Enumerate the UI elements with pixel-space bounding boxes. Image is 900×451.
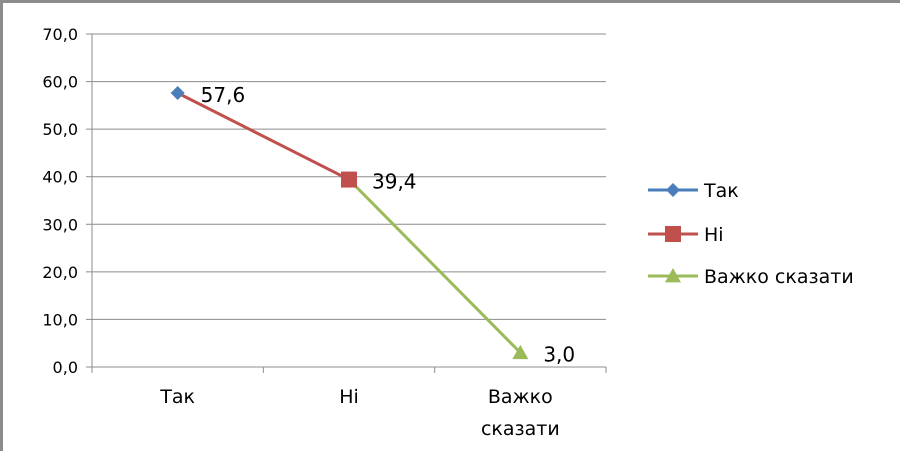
legend-marker xyxy=(665,268,681,283)
legend-marker xyxy=(666,183,680,197)
line-segment xyxy=(176,91,351,182)
x-category-label: Так xyxy=(159,386,195,408)
y-tick-label: 60,0 xyxy=(42,73,78,92)
left-border xyxy=(0,0,3,451)
data-point-marker xyxy=(512,344,529,360)
y-tick-label: 30,0 xyxy=(42,215,78,234)
legend-label: Ні xyxy=(704,224,724,246)
y-tick-label: 0,0 xyxy=(53,358,78,377)
legend-label: Важко сказати xyxy=(704,266,854,288)
data-label: 3,0 xyxy=(543,343,575,367)
legend-marker xyxy=(665,226,681,242)
y-tick-label: 70,0 xyxy=(42,25,78,44)
x-category-label: сказати xyxy=(481,418,560,440)
top-border xyxy=(0,0,900,3)
y-tick-label: 50,0 xyxy=(42,120,78,139)
line-segment xyxy=(347,178,522,355)
y-tick-label: 10,0 xyxy=(42,310,78,329)
data-point-marker xyxy=(341,171,357,188)
y-tick-label: 40,0 xyxy=(42,168,78,187)
data-point-marker xyxy=(170,85,185,100)
data-label: 57,6 xyxy=(201,83,246,107)
y-tick-label: 20,0 xyxy=(42,263,78,282)
data-label: 39,4 xyxy=(372,170,417,194)
x-category-label: Важко xyxy=(488,386,553,408)
legend-label: Так xyxy=(703,180,739,202)
x-category-label: Ні xyxy=(339,386,359,408)
